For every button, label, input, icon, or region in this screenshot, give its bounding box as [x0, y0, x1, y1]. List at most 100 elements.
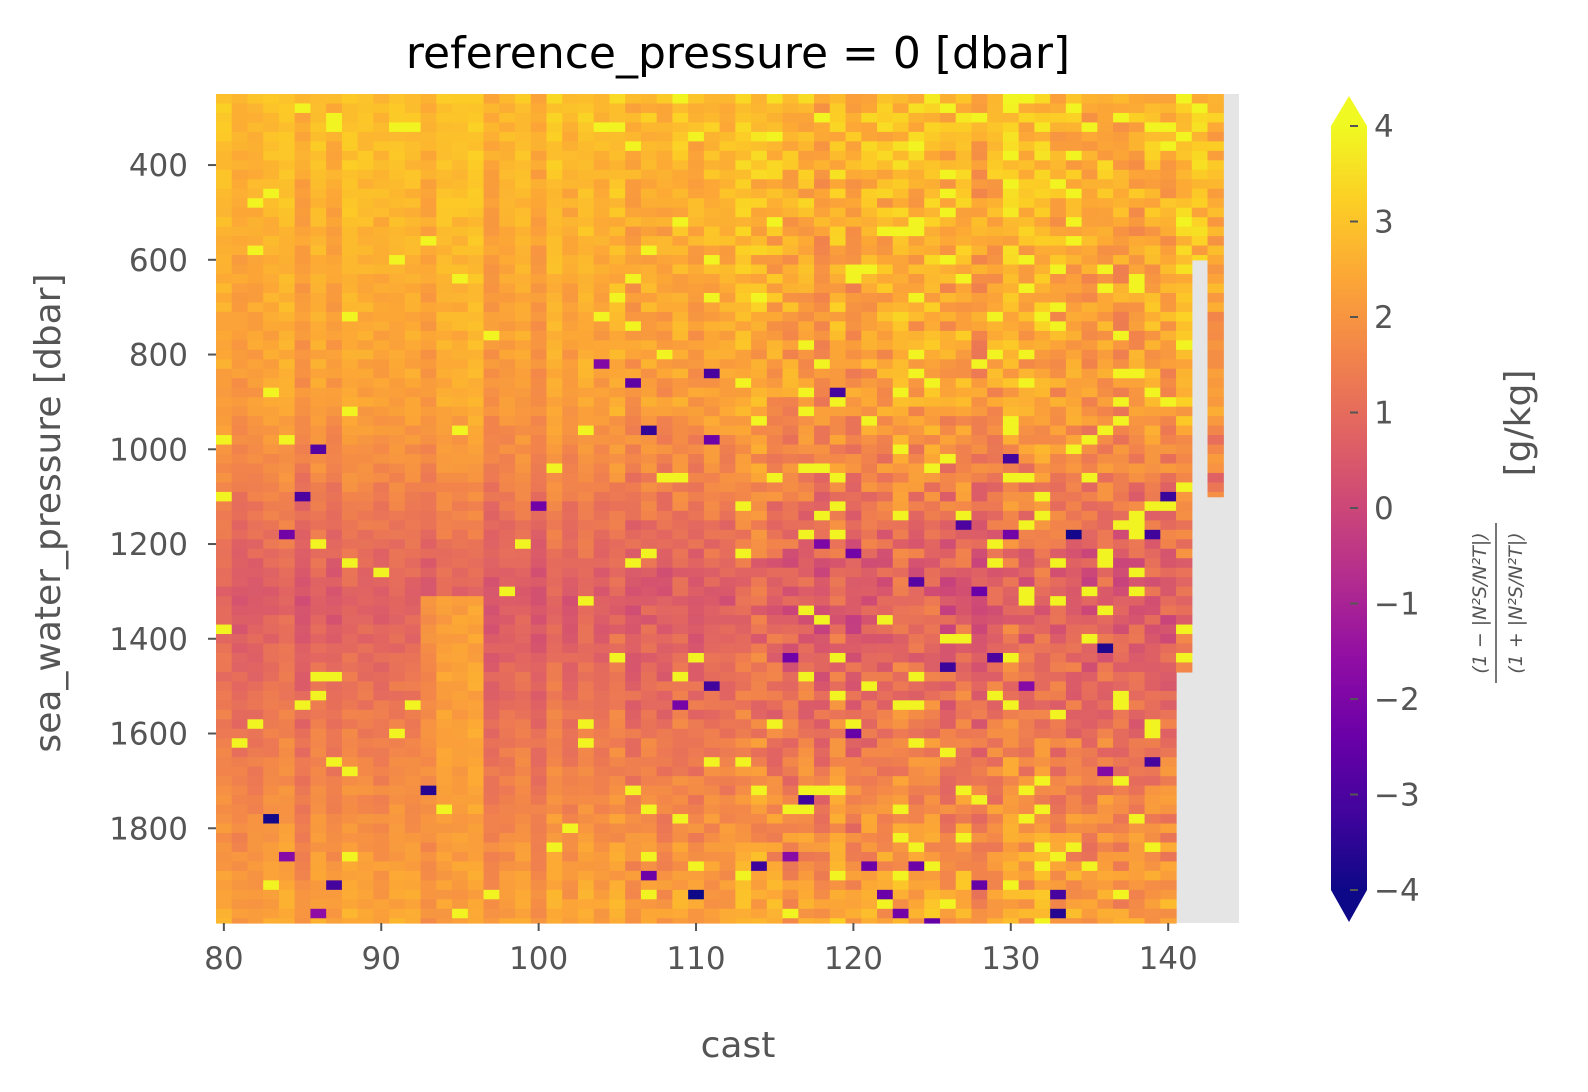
heatmap-cell [924, 709, 941, 720]
heatmap-cell [924, 700, 941, 711]
heatmap-cell [467, 387, 485, 398]
heatmap-cell [861, 150, 878, 161]
heatmap-cell [577, 217, 595, 228]
heatmap-cell [530, 264, 548, 275]
heatmap-cell [326, 112, 343, 124]
heatmap-cell [939, 851, 957, 863]
heatmap-cell [829, 842, 847, 853]
heatmap-cell [577, 368, 595, 379]
heatmap-cell [593, 851, 611, 863]
heatmap-cell [609, 226, 626, 237]
heatmap-cell [467, 435, 485, 446]
heatmap-cell [877, 359, 894, 370]
heatmap-cell [877, 340, 894, 351]
heatmap-cell [1018, 188, 1035, 199]
heatmap-cell [373, 605, 390, 616]
heatmap-cell [357, 851, 374, 863]
heatmap-cell [861, 387, 878, 398]
heatmap-cell [987, 634, 1004, 645]
heatmap-cell [1050, 501, 1067, 512]
heatmap-cell [341, 643, 359, 654]
heatmap-cell [719, 671, 736, 682]
heatmap-cell [640, 851, 658, 863]
heatmap-cell [467, 889, 485, 900]
heatmap-cell [247, 567, 264, 578]
heatmap-cell [499, 226, 516, 237]
heatmap-cell [216, 719, 233, 730]
heatmap-cell [955, 274, 973, 285]
heatmap-cell [798, 908, 815, 919]
heatmap-cell [1081, 150, 1098, 161]
heatmap-cell [971, 899, 988, 910]
heatmap-cell [640, 264, 658, 275]
heatmap-cell [231, 605, 249, 616]
heatmap-cell [499, 274, 516, 285]
heatmap-cell [373, 160, 390, 171]
heatmap-cell [877, 150, 894, 161]
heatmap-cell [640, 444, 658, 455]
heatmap-cell [452, 188, 469, 199]
heatmap-cell [971, 359, 988, 370]
heatmap-cell [971, 577, 988, 588]
heatmap-cell [452, 804, 469, 815]
heatmap-cell [672, 150, 689, 161]
heatmap-cell [766, 918, 784, 924]
heatmap-cell [562, 378, 579, 389]
heatmap-cell [562, 719, 579, 730]
heatmap-cell [924, 577, 941, 588]
heatmap-cell [546, 359, 563, 370]
heatmap-cell [389, 814, 406, 825]
heatmap-cell [357, 245, 374, 256]
heatmap-cell [499, 501, 516, 512]
heatmap-cell [1097, 283, 1114, 294]
heatmap-cell [908, 510, 925, 521]
heatmap-cell [751, 870, 768, 881]
heatmap-cell [735, 255, 752, 266]
heatmap-cell [389, 179, 406, 190]
heatmap-cell [483, 851, 500, 863]
heatmap-cell [625, 274, 642, 285]
heatmap-cell [420, 226, 437, 237]
heatmap-cell [530, 340, 548, 351]
heatmap-cell [247, 738, 264, 749]
heatmap-cell [798, 207, 815, 218]
heatmap-cell [1065, 577, 1083, 588]
heatmap-cell [216, 311, 233, 322]
heatmap-cell [530, 776, 548, 787]
heatmap-cell [452, 283, 469, 294]
heatmap-cell [861, 899, 878, 910]
heatmap-cell [987, 330, 1004, 341]
heatmap-cell [1050, 814, 1067, 825]
heatmap-cell [310, 444, 327, 455]
heatmap-cell [798, 387, 815, 398]
heatmap-cell [341, 112, 359, 124]
heatmap-cell [845, 264, 862, 275]
heatmap-cell [861, 671, 878, 682]
heatmap-cell [751, 501, 768, 512]
heatmap-cell [357, 908, 374, 919]
heatmap-cell [216, 624, 233, 635]
heatmap-cell [703, 112, 721, 124]
heatmap-cell [625, 368, 642, 379]
heatmap-cell [278, 728, 296, 739]
heatmap-cell [294, 870, 312, 881]
heatmap-cell [1018, 141, 1035, 152]
heatmap-cell [404, 112, 422, 124]
heatmap-cell [766, 406, 784, 417]
heatmap-cell [892, 217, 910, 228]
heatmap-cell [625, 832, 642, 844]
heatmap-cell [389, 861, 406, 872]
heatmap-cell [656, 283, 674, 294]
heatmap-cell [515, 880, 532, 891]
heatmap-cell [939, 624, 957, 635]
heatmap-cell [247, 179, 264, 190]
heatmap-cell [672, 340, 689, 351]
heatmap-cell [735, 141, 752, 152]
heatmap-cell [735, 539, 752, 550]
heatmap-cell [404, 302, 422, 313]
heatmap-cell [1002, 255, 1020, 266]
heatmap-cell [546, 179, 563, 190]
heatmap-cell [703, 255, 721, 266]
heatmap-cell [231, 103, 249, 114]
heatmap-cell [263, 634, 280, 645]
